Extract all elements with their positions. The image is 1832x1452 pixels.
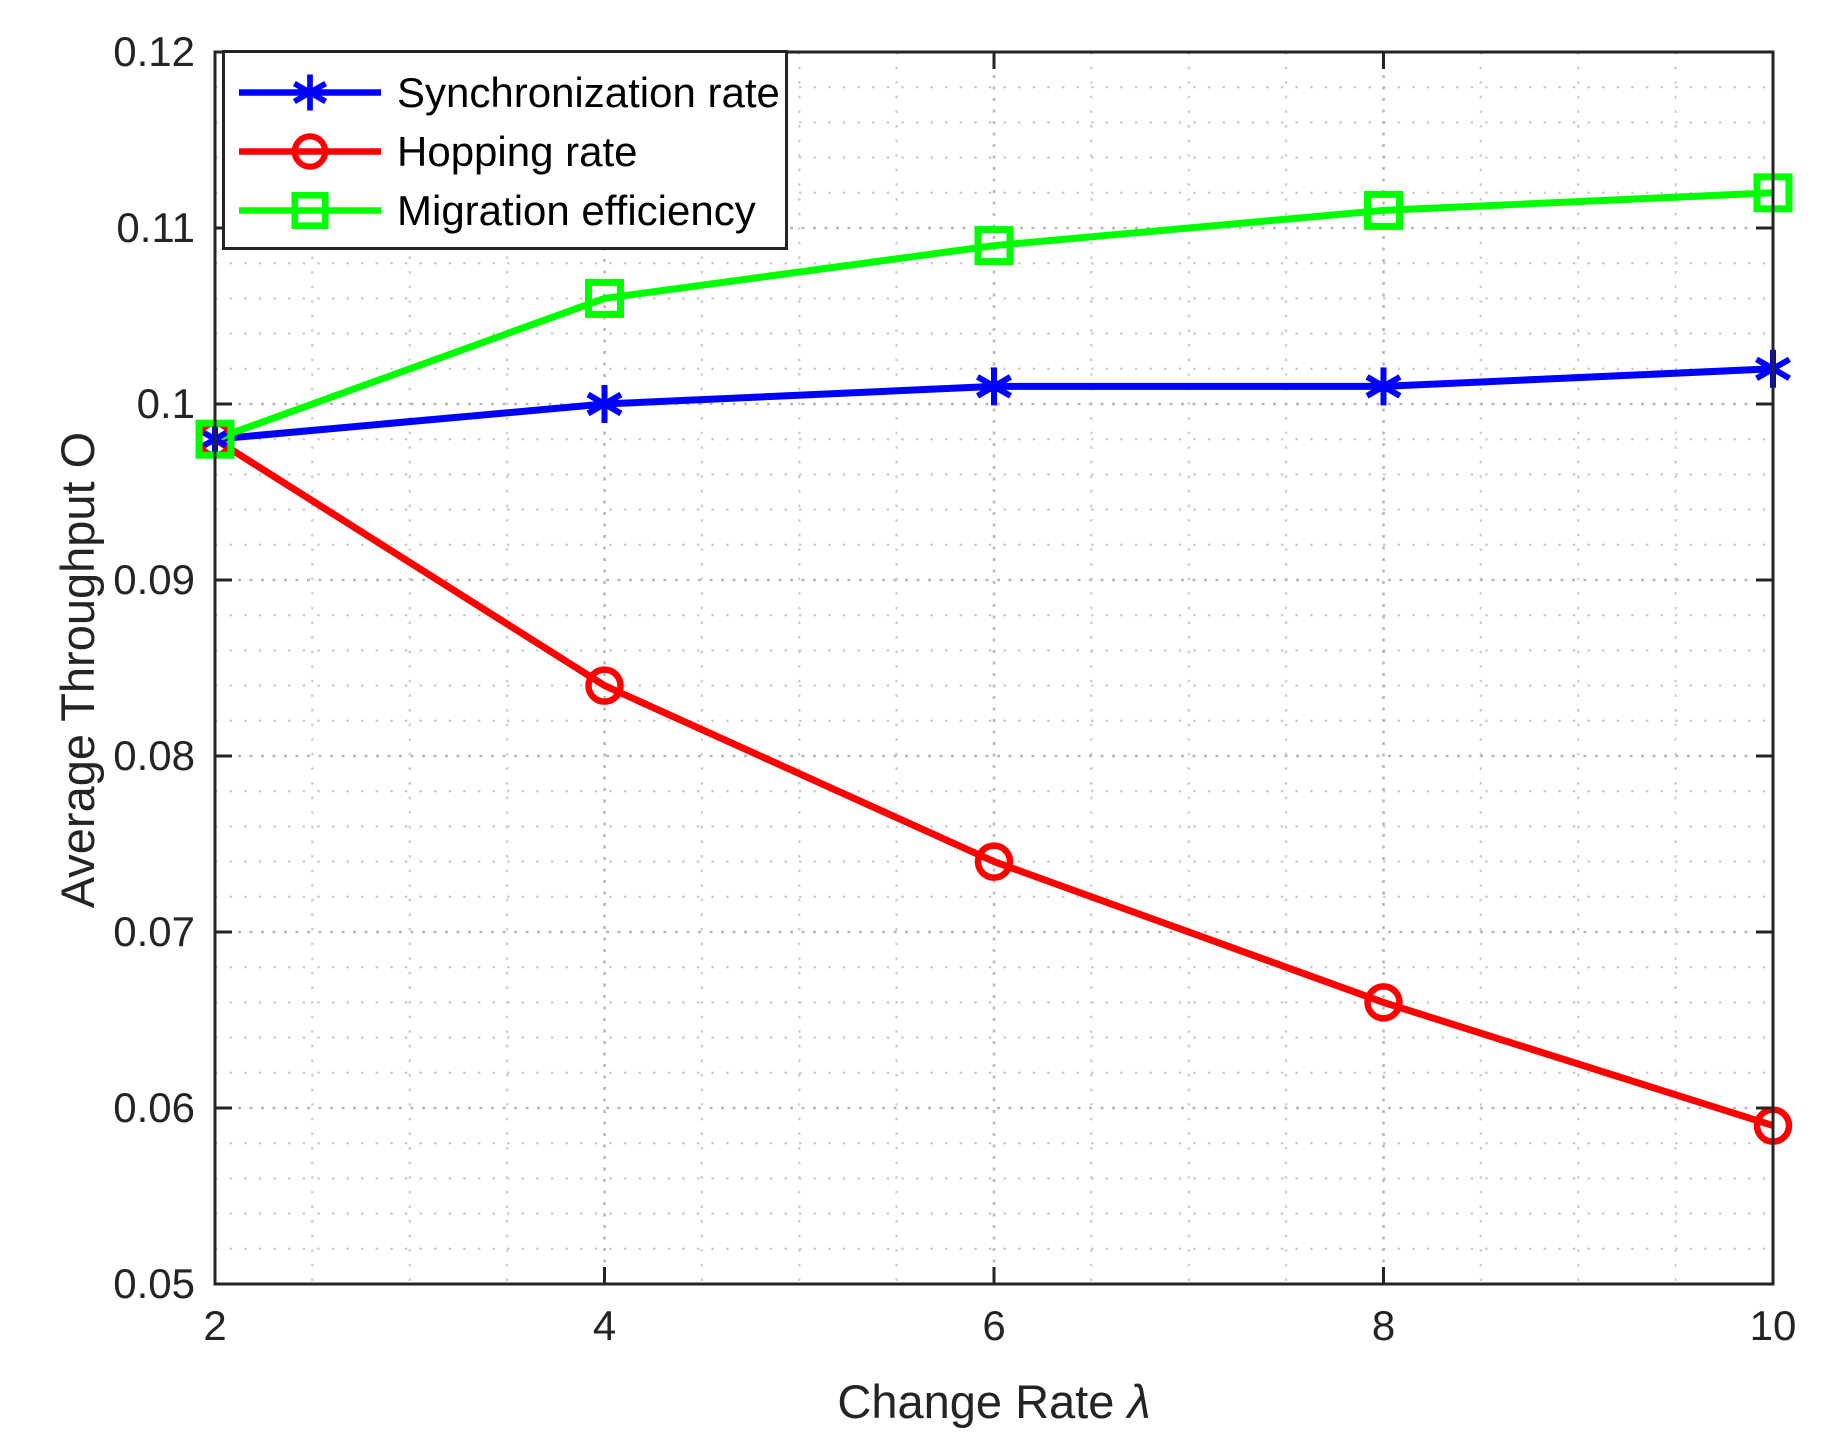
legend-label: Synchronization rate [397,68,780,116]
series-line-2 [213,189,1774,443]
y-tick-label: 0.06 [113,1084,195,1131]
y-tick-label: 0.12 [113,28,195,75]
x-tick-label: 8 [1371,1302,1396,1349]
marker-square [291,191,329,230]
y-tick-label: 0.05 [113,1260,195,1307]
legend-label: Hopping rate [397,127,638,175]
marker-asterisk [976,374,1012,399]
x-tick-label: 10 [1749,1302,1797,1349]
legend-sample-square [239,191,381,230]
legend-item-0: Synchronization rate [225,63,785,122]
marker-square [974,226,1014,266]
marker-circle [585,666,624,705]
marker-circle [291,133,329,170]
x-tick-label: 2 [203,1302,227,1349]
legend-item-2: Migration efficiency [225,181,785,240]
marker-square [585,278,624,318]
legend-item-1: Hopping rate [225,122,785,181]
x-axis-label-text: Change Rate [837,1375,1128,1428]
marker-circle [974,842,1014,881]
legend-sample-asterisk [239,74,381,111]
legend-label: Migration efficiency [397,186,756,234]
marker-asterisk [586,391,623,417]
x-axis-label: Change Rate λ [594,1372,1394,1432]
y-tick-label: 0.07 [113,908,195,955]
y-axis-label: Average Throughput O [51,431,104,909]
x-tick-label: 6 [982,1302,1006,1349]
y-tick-label: 0.09 [113,556,195,603]
legend-sample-circle [239,133,381,170]
marker-circle [1364,983,1403,1022]
series-line-1 [213,436,1775,1129]
y-tick-label: 0.1 [136,380,195,427]
y-tick-label: 0.11 [116,204,195,251]
y-tick-label: 0.08 [113,732,195,779]
legend: Synchronization rate Hopping rate Migratio… [222,50,788,250]
marker-square [1364,190,1403,230]
marker-asterisk [1365,374,1402,399]
marker-asterisk [292,81,328,104]
x-tick-label: 4 [592,1302,617,1349]
lambda-symbol: λ [1127,1375,1151,1428]
